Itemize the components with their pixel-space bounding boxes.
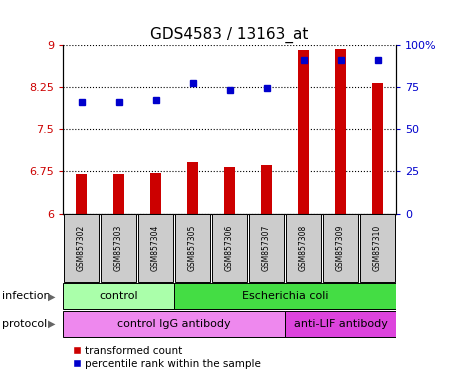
Bar xyxy=(285,311,396,337)
Title: GDS4583 / 13163_at: GDS4583 / 13163_at xyxy=(150,27,309,43)
Bar xyxy=(335,49,346,214)
Text: GSM857305: GSM857305 xyxy=(188,225,197,271)
Bar xyxy=(175,214,210,282)
Text: GSM857303: GSM857303 xyxy=(114,225,123,271)
Text: control: control xyxy=(99,291,138,301)
Text: anti-LIF antibody: anti-LIF antibody xyxy=(293,319,387,329)
Bar xyxy=(360,214,395,282)
Bar xyxy=(174,283,396,310)
Bar xyxy=(150,173,161,214)
Text: GSM857309: GSM857309 xyxy=(336,225,345,271)
Bar xyxy=(323,214,358,282)
Legend: transformed count, percentile rank within the sample: transformed count, percentile rank withi… xyxy=(68,341,265,373)
Bar xyxy=(187,162,198,214)
Text: ▶: ▶ xyxy=(48,319,55,329)
Text: protocol: protocol xyxy=(2,319,48,329)
Bar xyxy=(113,174,124,214)
Bar xyxy=(372,83,383,214)
Text: GSM857310: GSM857310 xyxy=(373,225,382,271)
Bar xyxy=(138,214,173,282)
Text: control IgG antibody: control IgG antibody xyxy=(117,319,231,329)
Bar xyxy=(64,214,99,282)
Bar xyxy=(224,167,235,214)
Bar xyxy=(286,214,321,282)
Text: GSM857304: GSM857304 xyxy=(151,225,160,271)
Text: Escherichia coli: Escherichia coli xyxy=(242,291,328,301)
Text: GSM857308: GSM857308 xyxy=(299,225,308,271)
Bar xyxy=(101,214,136,282)
Text: ▶: ▶ xyxy=(48,291,55,301)
Text: GSM857306: GSM857306 xyxy=(225,225,234,271)
Bar xyxy=(298,50,309,214)
Bar xyxy=(249,214,284,282)
Text: infection: infection xyxy=(2,291,51,301)
Bar xyxy=(212,214,247,282)
Bar xyxy=(261,164,272,214)
Text: GSM857302: GSM857302 xyxy=(77,225,86,271)
Bar xyxy=(63,283,174,310)
Text: GSM857307: GSM857307 xyxy=(262,225,271,271)
Bar xyxy=(76,174,87,214)
Bar xyxy=(63,311,285,337)
